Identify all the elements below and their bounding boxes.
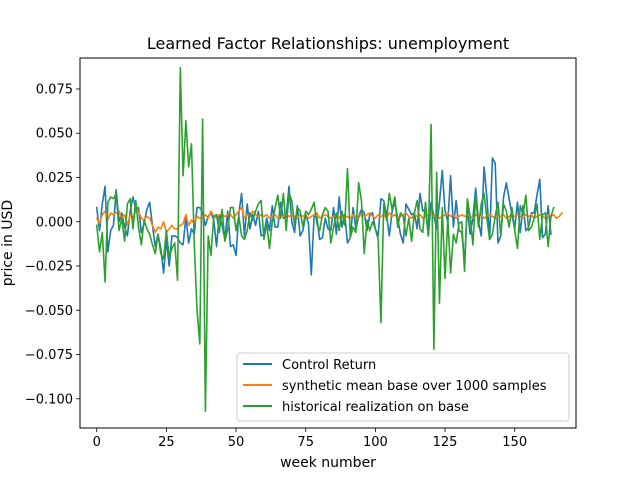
x-axis-label: week number [280,455,376,471]
y-tick-label: −0.025 [25,260,73,275]
y-axis-label: price in USD [0,200,16,286]
y-tick-label: −0.050 [25,304,73,319]
y-tick-label: 0.075 [36,82,73,97]
y-tick-label: −0.075 [25,348,73,363]
legend-label-historical-realization: historical realization on base [282,400,469,415]
x-tick-label: 150 [502,435,527,450]
series-layer [95,66,564,412]
y-tick-label: −0.100 [25,392,73,407]
x-tick-label: 100 [363,435,388,450]
series-line-0 [95,157,552,276]
x-tick-label: 50 [228,435,245,450]
y-tick-label: 0.000 [36,215,73,230]
plot-area [79,57,577,429]
x-tick-label: 25 [158,435,175,450]
x-tick-label: 75 [297,435,314,450]
legend: Control Return synthetic mean base over … [236,352,570,422]
series-line-2 [95,66,555,412]
x-axis-ticks: 0 25 50 75 100 125 150 [93,428,527,450]
y-axis-ticks: 0.075 0.050 0.025 0.000 −0.025 −0.050 −0.075 −0… [25,82,80,407]
legend-label-control-return: Control Return [282,358,376,373]
legend-box [236,352,570,422]
series-line-1 [95,206,564,234]
x-tick-label: 0 [93,435,101,450]
chart-title: Learned Factor Relationships: unemployme… [147,34,509,53]
x-tick-label: 125 [433,435,458,450]
y-tick-label: 0.050 [36,127,73,142]
y-tick-label: 0.025 [36,171,73,186]
legend-label-synthetic-mean: synthetic mean base over 1000 samples [282,379,547,394]
axes-frame [79,57,577,429]
